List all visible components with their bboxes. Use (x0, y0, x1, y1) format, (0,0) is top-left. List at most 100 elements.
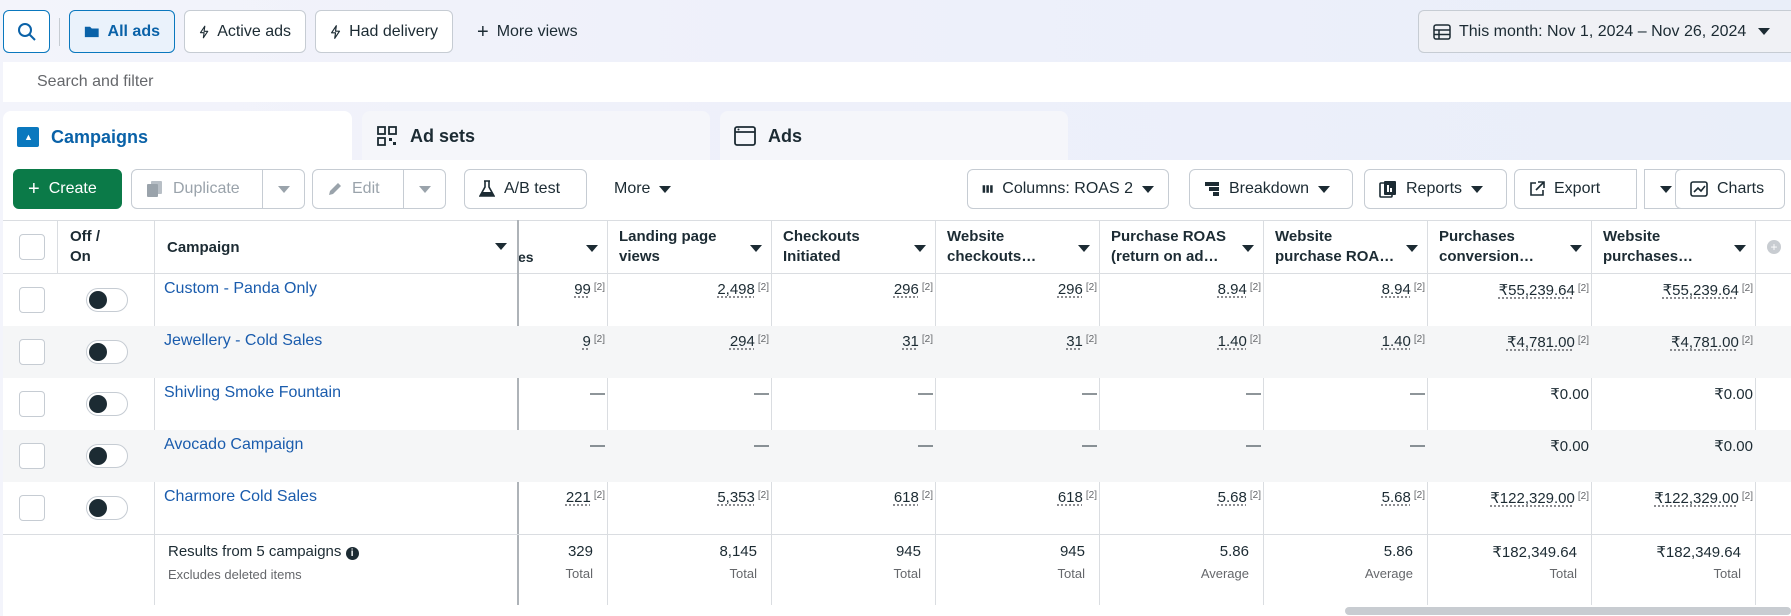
footnote-marker[interactable]: [2] (1085, 490, 1097, 501)
duplicate-button[interactable]: Duplicate (131, 169, 263, 209)
lightning-icon (330, 24, 341, 39)
campaign-toggle[interactable] (86, 392, 128, 416)
footnote-marker[interactable]: [2] (1577, 335, 1589, 346)
footnote-marker[interactable]: [2] (1249, 282, 1261, 293)
footnote-marker[interactable]: [2] (757, 490, 769, 501)
view-all-ads[interactable]: All ads (69, 10, 175, 53)
sort-caret-icon[interactable] (1734, 245, 1746, 252)
metric-cell: ₹122,329.00 [2] (1654, 489, 1753, 507)
footnote-marker[interactable]: [2] (593, 282, 605, 293)
search-input[interactable]: Search and filter (3, 62, 1791, 102)
edit-button[interactable]: Edit (312, 169, 404, 209)
footnote-marker[interactable]: [2] (1249, 334, 1261, 345)
metric-value: 618 (1057, 489, 1083, 506)
footnote-marker[interactable]: [2] (1741, 283, 1753, 294)
campaign-toggle[interactable] (86, 496, 128, 520)
footnote-marker[interactable]: [2] (1741, 335, 1753, 346)
row-checkbox[interactable] (19, 443, 45, 469)
footnote-marker[interactable]: [2] (921, 282, 933, 293)
sort-caret-icon[interactable] (495, 243, 507, 250)
row-checkbox[interactable] (19, 495, 45, 521)
sort-caret-icon[interactable] (1242, 245, 1254, 252)
footnote-marker[interactable]: [2] (1741, 491, 1753, 502)
campaign-name-link[interactable]: Custom - Panda Only (164, 280, 317, 297)
metric-value: 1.40 (1381, 333, 1411, 350)
sort-caret-icon[interactable] (750, 245, 762, 252)
tab-ad-sets[interactable]: Ad sets (362, 111, 710, 161)
export-button[interactable]: Export (1514, 169, 1637, 209)
ad-window-icon (734, 126, 756, 146)
campaign-name-link[interactable]: Shivling Smoke Fountain (164, 384, 341, 401)
sort-caret-icon[interactable] (1406, 245, 1418, 252)
add-column-icon[interactable]: + (1767, 240, 1781, 254)
view-had-delivery[interactable]: Had delivery (315, 10, 453, 53)
header-campaign[interactable]: Campaign (167, 239, 240, 256)
columns-button[interactable]: Columns: ROAS 2 (967, 169, 1169, 209)
campaign-toggle[interactable] (86, 340, 128, 364)
table-row[interactable]: Avocado Campaign — — — — — — ₹0.00 ₹0.00 (3, 430, 1791, 482)
campaign-toggle[interactable] (86, 288, 128, 312)
footnote-marker[interactable]: [2] (1413, 282, 1425, 293)
horizontal-scrollbar[interactable] (1345, 607, 1791, 615)
footnote-marker[interactable]: [2] (593, 334, 605, 345)
campaign-name-link[interactable]: Avocado Campaign (164, 436, 304, 453)
footnote-marker[interactable]: [2] (1085, 334, 1097, 345)
campaign-name-link[interactable]: Charmore Cold Sales (164, 488, 317, 505)
view-active-ads[interactable]: Active ads (184, 10, 306, 53)
footnote-marker[interactable]: [2] (1577, 283, 1589, 294)
footnote-marker[interactable]: [2] (921, 490, 933, 501)
sort-caret-icon[interactable] (1570, 245, 1582, 252)
footnote-marker[interactable]: [2] (1085, 282, 1097, 293)
table-row[interactable]: Custom - Panda Only 99 [2] 2,498 [2] 296 [2] 29… (3, 274, 1791, 326)
create-button[interactable]: + Create (13, 169, 122, 209)
more-button[interactable]: More (600, 169, 686, 209)
footnote-marker[interactable]: [2] (757, 334, 769, 345)
campaign-name-link[interactable]: Jewellery - Cold Sales (164, 332, 323, 349)
select-all-checkbox[interactable] (19, 234, 45, 260)
row-checkbox[interactable] (19, 287, 45, 313)
metric-value: ₹55,239.64 (1662, 282, 1739, 299)
header-checkouts-initiated[interactable]: Checkouts Initiated (783, 228, 860, 265)
metric-value: 8.94 (1381, 281, 1411, 298)
row-checkbox[interactable] (19, 391, 45, 417)
header-purchases-conversion[interactable]: Purchases conversion… (1439, 228, 1535, 265)
footnote-marker[interactable]: [2] (1249, 490, 1261, 501)
info-icon[interactable]: i (345, 547, 359, 560)
footnote-marker[interactable]: [2] (1413, 490, 1425, 501)
search-button[interactable] (3, 10, 50, 53)
divider (1591, 220, 1592, 605)
view-label: Active ads (217, 22, 291, 40)
row-checkbox[interactable] (19, 339, 45, 365)
footnote-marker[interactable]: [2] (757, 282, 769, 293)
breakdown-button[interactable]: Breakdown (1189, 169, 1353, 209)
tab-ads[interactable]: Ads (720, 111, 1068, 161)
folder-icon (84, 26, 99, 38)
chevron-down-icon (418, 185, 431, 193)
sort-caret-icon[interactable] (914, 245, 926, 252)
more-views-button[interactable]: + More views (463, 10, 603, 53)
header-website-purchases[interactable]: Website purchases… (1603, 228, 1694, 265)
ab-test-button[interactable]: A/B test (464, 169, 587, 209)
footnote-marker[interactable]: [2] (1577, 491, 1589, 502)
header-landing-page-views[interactable]: Landing page views (619, 228, 717, 265)
table-row[interactable]: Charmore Cold Sales 221 [2] 5,353 [2] 618 [2] 6… (3, 482, 1791, 534)
sort-caret-icon[interactable] (586, 245, 598, 252)
date-range-picker[interactable]: This month: Nov 1, 2024 – Nov 26, 2024 (1418, 10, 1791, 53)
header-website-purchase-roas[interactable]: Website purchase ROA… (1275, 228, 1395, 265)
footnote-marker[interactable]: [2] (921, 334, 933, 345)
header-website-checkouts[interactable]: Website checkouts… (947, 228, 1037, 265)
sort-caret-icon[interactable] (1078, 245, 1090, 252)
metric-value: ₹55,239.64 (1498, 282, 1575, 299)
metric-value: — (590, 385, 605, 402)
reports-button[interactable]: Reports (1364, 169, 1507, 209)
charts-button[interactable]: Charts (1675, 169, 1785, 209)
table-row[interactable]: Jewellery - Cold Sales 9 [2] 294 [2] 31 [2] 31[… (3, 326, 1791, 378)
edit-dropdown[interactable] (403, 169, 446, 209)
campaign-toggle[interactable] (86, 444, 128, 468)
footnote-marker[interactable]: [2] (1413, 334, 1425, 345)
duplicate-dropdown[interactable] (262, 169, 305, 209)
footnote-marker[interactable]: [2] (593, 490, 605, 501)
tab-campaigns[interactable]: Campaigns (3, 111, 352, 163)
table-row[interactable]: Shivling Smoke Fountain — — — — — — ₹0.00 ₹0.00 (3, 378, 1791, 430)
header-purchase-roas[interactable]: Purchase ROAS (return on ad… (1111, 228, 1227, 265)
